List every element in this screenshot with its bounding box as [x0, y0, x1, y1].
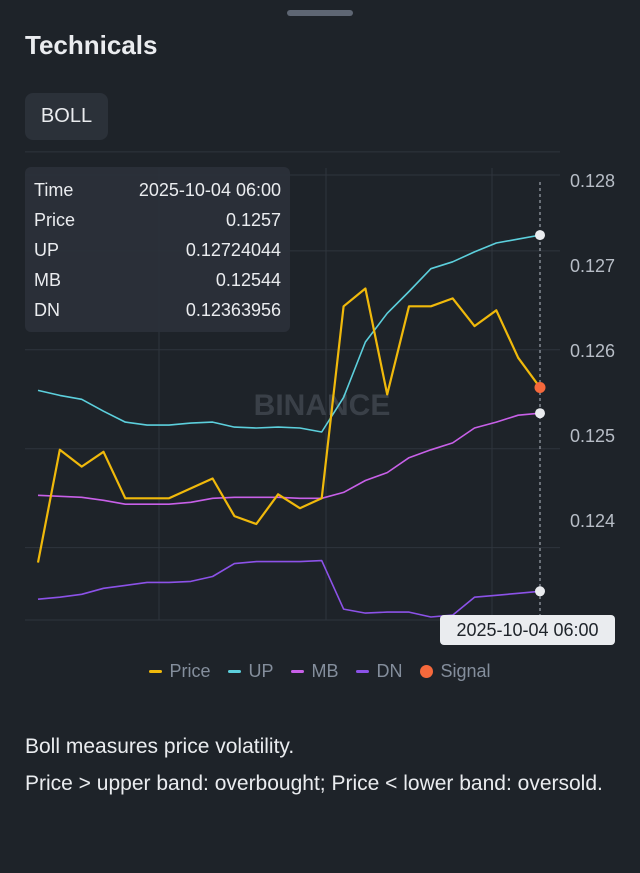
tooltip-row-dn: DN 0.12363956 [25, 295, 290, 325]
tooltip-row-time: Time 2025-10-04 06:00 [25, 175, 290, 205]
legend-item-mb[interactable]: MB [291, 661, 338, 682]
point-marker-mb [535, 408, 545, 419]
series-line-price [36, 287, 541, 563]
tooltip-value: 0.1257 [225, 210, 281, 230]
legend-item-signal[interactable]: Signal [420, 661, 491, 682]
chart-markers [534, 230, 546, 597]
tooltip-label: DN [34, 300, 60, 320]
tooltip-row-price: Price 0.1257 [25, 205, 290, 235]
legend-item-price[interactable]: Price [149, 661, 210, 682]
legend-swatch-signal [420, 665, 434, 678]
watermark: BINANCE [254, 389, 391, 422]
chart-legend: Price UP MB DN Signal [0, 661, 640, 682]
description-line: Boll measures price volatility. [25, 735, 295, 758]
crosshair-time-label: 2025-10-04 06:00 [440, 615, 615, 645]
indicator-description: Boll measures price volatility. Price > … [25, 728, 615, 802]
tooltip-row-mb: MB 0.12544 [25, 265, 290, 295]
y-tick-label: 0.125 [570, 426, 616, 446]
series-line-mb [37, 412, 541, 506]
tooltip-value: 0.12363956 [185, 300, 281, 320]
legend-label: MB [311, 661, 339, 681]
page-title: Technicals [25, 30, 158, 60]
signal-marker [534, 381, 546, 393]
chart-series [36, 234, 541, 618]
legend-item-up[interactable]: UP [228, 661, 273, 682]
tooltip-value: 0.12544 [215, 270, 281, 290]
indicator-tab-boll[interactable]: BOLL [25, 93, 108, 140]
legend-swatch-up [228, 670, 242, 673]
tooltip-label: UP [34, 240, 60, 260]
legend-swatch-price [149, 670, 163, 673]
legend-label: Signal [440, 661, 491, 681]
tooltip-label: Price [34, 210, 76, 230]
y-tick-label: 0.126 [570, 341, 616, 361]
y-tick-label: 0.124 [570, 511, 616, 531]
y-tick-label: 0.127 [570, 256, 616, 276]
tooltip-label: MB [34, 270, 61, 290]
point-marker-dn [535, 586, 545, 597]
legend-swatch-dn [356, 670, 370, 673]
tooltip-value: 0.12724044 [185, 240, 281, 260]
series-line-up [37, 234, 541, 433]
point-marker-up [535, 230, 545, 241]
data-tooltip: Time 2025-10-04 06:00 Price 0.1257 UP 0.… [25, 167, 290, 332]
legend-label: DN [376, 661, 403, 681]
description-line: Price > upper band: overbought; Price < … [25, 772, 603, 795]
tooltip-row-up: UP 0.12724044 [25, 235, 290, 265]
legend-label: UP [248, 661, 274, 681]
legend-swatch-mb [291, 670, 305, 673]
y-tick-label: 0.128 [570, 171, 616, 191]
legend-item-dn[interactable]: DN [356, 661, 402, 682]
legend-label: Price [169, 661, 211, 681]
tooltip-value: 2025-10-04 06:00 [138, 180, 281, 200]
tooltip-label: Time [34, 180, 74, 200]
drag-handle[interactable] [287, 10, 353, 16]
series-line-dn [37, 559, 541, 618]
